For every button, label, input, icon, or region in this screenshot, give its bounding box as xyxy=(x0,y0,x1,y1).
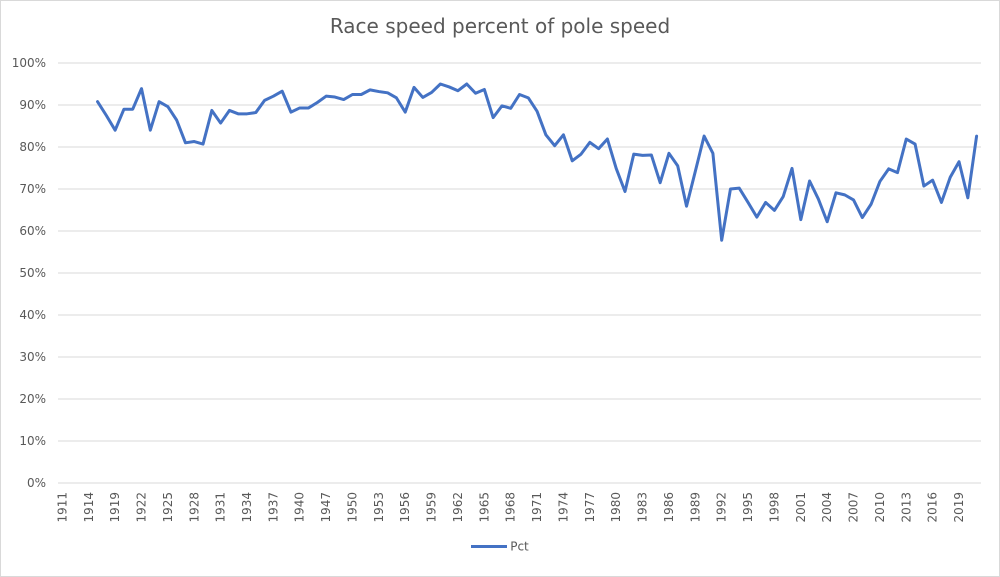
x-tick-label: 1928 xyxy=(187,492,201,523)
x-axis-ticks: 1911 1914 1919 1922 1925 1928 1931 1934 1937 1940… xyxy=(55,492,966,523)
x-tick-label: 1986 xyxy=(662,492,676,523)
x-tick-label: 1962 xyxy=(451,492,465,523)
y-tick-label: 20% xyxy=(19,392,46,406)
series-layer xyxy=(96,82,979,242)
series-line-pct xyxy=(96,82,979,242)
x-tick-label: 2016 xyxy=(926,492,940,523)
x-tick-label: 1989 xyxy=(688,492,702,523)
legend-label: Pct xyxy=(510,539,529,554)
x-tick-label: 1998 xyxy=(767,492,781,523)
x-tick-label: 1977 xyxy=(583,492,597,523)
y-tick-label: 40% xyxy=(19,308,46,322)
legend: Pct xyxy=(0,539,1000,554)
x-tick-label: 1971 xyxy=(530,492,544,523)
x-tick-label: 1934 xyxy=(240,492,254,523)
y-tick-label: 30% xyxy=(19,350,46,364)
chart-title: Race speed percent of pole speed xyxy=(329,14,671,38)
x-tick-label: 2004 xyxy=(820,492,834,523)
x-tick-label: 1950 xyxy=(345,492,359,523)
y-tick-label: 0% xyxy=(27,476,46,490)
x-tick-label: 1983 xyxy=(636,492,650,523)
y-tick-label: 10% xyxy=(19,434,46,448)
x-tick-label: 1931 xyxy=(214,492,228,523)
y-tick-label: 100% xyxy=(12,56,46,70)
y-tick-label: 90% xyxy=(19,98,46,112)
y-tick-label: 60% xyxy=(19,224,46,238)
x-tick-label: 1995 xyxy=(741,492,755,523)
x-tick-label: 1956 xyxy=(398,492,412,523)
x-tick-label: 1947 xyxy=(319,492,333,523)
x-tick-label: 1911 xyxy=(55,492,69,523)
x-tick-label: 1959 xyxy=(425,492,439,523)
x-tick-label: 2010 xyxy=(873,492,887,523)
y-axis-ticks: 0% 10% 20% 30% 40% 50% 60% 70% 80% 90% 100% xyxy=(12,56,46,490)
x-tick-label: 1925 xyxy=(161,492,175,523)
x-tick-label: 2019 xyxy=(952,492,966,523)
x-tick-label: 1914 xyxy=(82,492,96,523)
y-tick-label: 50% xyxy=(19,266,46,280)
x-tick-label: 2001 xyxy=(794,492,808,523)
x-tick-label: 1940 xyxy=(293,492,307,523)
x-tick-label: 2007 xyxy=(847,492,861,523)
x-tick-label: 1992 xyxy=(715,492,729,523)
gridlines xyxy=(58,62,981,484)
y-tick-label: 80% xyxy=(19,140,46,154)
x-tick-label: 1980 xyxy=(609,492,623,523)
x-tick-label: 1968 xyxy=(504,492,518,523)
legend-swatch-pct xyxy=(471,545,508,548)
x-tick-label: 1974 xyxy=(556,492,570,523)
x-tick-label: 1953 xyxy=(372,492,386,523)
x-tick-label: 1965 xyxy=(477,492,491,523)
x-tick-label: 1919 xyxy=(108,492,122,523)
y-tick-label: 70% xyxy=(19,182,46,196)
x-tick-label: 2013 xyxy=(899,492,913,523)
x-tick-label: 1937 xyxy=(266,492,280,523)
x-tick-label: 1922 xyxy=(135,492,149,523)
